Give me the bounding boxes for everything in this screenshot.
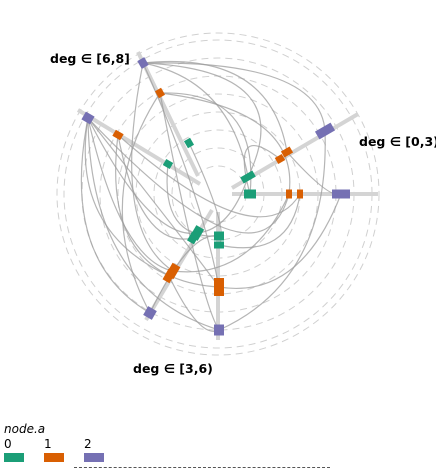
edge-14 (188, 142, 222, 246)
node-15 (214, 278, 224, 296)
legend-label-0: 0 (4, 437, 12, 451)
edge-15 (121, 92, 161, 314)
edge-5 (142, 62, 220, 288)
edge-17 (218, 193, 342, 289)
edge-13 (166, 163, 220, 237)
axis-spoke-5 (76, 108, 202, 186)
node-19 (183, 137, 195, 149)
legend-title: node.a (4, 422, 46, 436)
node-0 (240, 170, 256, 184)
node-3 (314, 122, 336, 140)
nodes (81, 57, 350, 336)
edge-11 (117, 134, 194, 240)
edge-27 (142, 62, 249, 178)
node-7 (332, 189, 350, 199)
edge-18 (218, 130, 326, 331)
node-12 (143, 306, 157, 320)
edge-3 (159, 92, 252, 195)
edge-22 (286, 151, 342, 196)
axis-label-a0: deg ∈ [0,3) (359, 134, 436, 149)
node-4 (244, 189, 256, 199)
axis-spoke-4 (136, 51, 200, 177)
legend-label-2: 2 (84, 437, 92, 451)
hive-plot: deg ∈ [0,3) deg ∈ [3,6) deg ∈ [6,8] (50, 32, 436, 376)
node-2 (274, 153, 286, 165)
node-22 (162, 158, 174, 170)
node-13 (214, 231, 224, 241)
node-17 (137, 57, 149, 69)
edge-1 (142, 60, 288, 153)
edge-28 (117, 134, 301, 218)
node-21 (112, 129, 124, 141)
node-16 (214, 324, 224, 336)
axis-label-a1: deg ∈ [3,6) (133, 361, 213, 376)
legend-item-1: 1 (44, 437, 64, 462)
node-20 (81, 111, 95, 125)
edge-10 (115, 134, 220, 288)
edge-16 (131, 62, 174, 272)
edge-2 (142, 62, 326, 132)
edge-0 (142, 62, 262, 178)
legend-swatch-0 (4, 453, 24, 462)
edges (80, 60, 342, 332)
legend-item-0: 0 (4, 437, 24, 462)
edge-9 (87, 117, 198, 234)
node-9 (187, 231, 199, 245)
grid-ring-8 (56, 32, 380, 356)
edge-4 (159, 92, 291, 195)
edge-7 (87, 117, 220, 331)
node-5 (286, 189, 292, 199)
node-1 (280, 146, 294, 158)
legend-swatch-1 (44, 453, 64, 462)
legend-label-1: 1 (44, 437, 52, 451)
edge-29 (159, 92, 220, 331)
legend-item-2: 2 (84, 437, 104, 462)
edge-21 (196, 176, 249, 234)
edge-19 (218, 193, 301, 249)
node-14 (214, 241, 224, 249)
edge-26 (87, 117, 220, 288)
legend-swatch-2 (84, 453, 104, 462)
legend-divider (74, 467, 330, 468)
node-6 (297, 189, 303, 199)
edge-6 (80, 117, 151, 314)
edge-24 (149, 235, 220, 314)
axis-label-a2: deg ∈ [6,8] (50, 51, 130, 66)
node-18 (154, 87, 166, 99)
node-11 (162, 268, 176, 284)
edge-12 (84, 117, 170, 277)
edge-30 (87, 117, 290, 234)
